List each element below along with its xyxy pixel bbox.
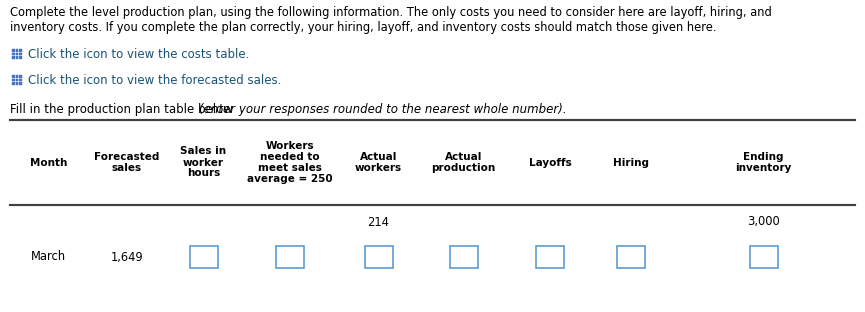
Text: sales: sales [112, 163, 142, 173]
Text: 3,000: 3,000 [747, 216, 780, 228]
Bar [19, 53, 22, 56]
Text: meet sales: meet sales [258, 163, 322, 173]
Text: production: production [432, 163, 496, 173]
Bar [12, 79, 15, 81]
Text: Forecasted: Forecasted [94, 152, 160, 162]
Text: Complete the level production plan, using the following information. The only co: Complete the level production plan, usin… [10, 6, 772, 19]
Bar [19, 56, 22, 59]
Text: Actual: Actual [360, 152, 397, 162]
Text: Workers: Workers [266, 141, 314, 151]
Bar [16, 56, 18, 59]
Text: Actual: Actual [445, 152, 482, 162]
FancyBboxPatch shape [189, 246, 217, 268]
Text: needed to: needed to [260, 152, 320, 162]
Bar [16, 49, 18, 52]
Bar [12, 75, 15, 78]
Text: worker: worker [183, 158, 224, 168]
Text: 214: 214 [368, 216, 389, 228]
Bar [12, 49, 15, 52]
Text: Ending: Ending [743, 152, 784, 162]
FancyBboxPatch shape [617, 246, 645, 268]
Text: Sales in: Sales in [181, 147, 227, 157]
Bar [12, 53, 15, 56]
FancyBboxPatch shape [276, 246, 304, 268]
Text: hours: hours [187, 168, 220, 178]
Text: Click the icon to view the costs table.: Click the icon to view the costs table. [28, 48, 249, 61]
Text: (enter your responses rounded to the nearest whole number).: (enter your responses rounded to the nea… [199, 103, 567, 116]
Text: Fill in the production plan table below: Fill in the production plan table below [10, 103, 237, 116]
Text: 1,649: 1,649 [111, 251, 144, 264]
Text: Layoffs: Layoffs [529, 158, 572, 168]
Text: inventory costs. If you complete the plan correctly, your hiring, layoff, and in: inventory costs. If you complete the pla… [10, 21, 716, 34]
FancyBboxPatch shape [749, 246, 778, 268]
Bar [19, 79, 22, 81]
Text: Click the icon to view the forecasted sales.: Click the icon to view the forecasted sa… [28, 74, 281, 87]
Bar [16, 53, 18, 56]
Bar [12, 56, 15, 59]
Bar [16, 79, 18, 81]
Bar [19, 49, 22, 52]
Text: Hiring: Hiring [613, 158, 649, 168]
Text: inventory: inventory [735, 163, 791, 173]
Text: March: March [31, 251, 66, 264]
Bar [19, 82, 22, 85]
Bar [12, 82, 15, 85]
FancyBboxPatch shape [364, 246, 393, 268]
Text: average = 250: average = 250 [247, 174, 333, 184]
FancyBboxPatch shape [450, 246, 477, 268]
Text: workers: workers [355, 163, 402, 173]
FancyBboxPatch shape [536, 246, 564, 268]
Text: Month: Month [29, 158, 67, 168]
Bar [16, 75, 18, 78]
Bar [16, 82, 18, 85]
Bar [19, 75, 22, 78]
